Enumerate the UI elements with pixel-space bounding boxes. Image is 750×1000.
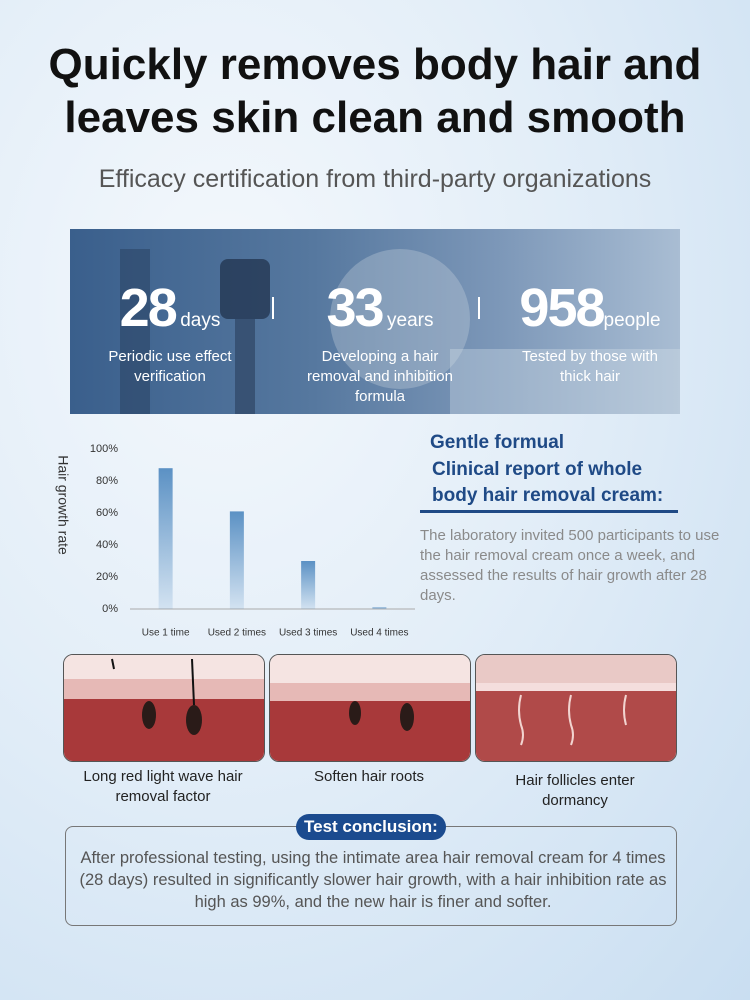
stat-label: Developing a hair removal and inhibition…	[307, 348, 453, 405]
lab-photo	[120, 249, 680, 414]
report-heading: Gentle formual	[430, 432, 565, 453]
skin-illustration	[269, 654, 471, 762]
stats-panel: 28 days Periodic use effect verification …	[70, 229, 680, 414]
stat-unit: years	[387, 310, 434, 331]
report-heading: Clinical report of whole body hair remov…	[432, 459, 664, 506]
skin-art	[270, 655, 470, 761]
x-tick-label: Used 2 times	[208, 628, 266, 639]
skin-art	[476, 655, 676, 761]
bar	[229, 511, 244, 609]
x-tick-label: Use 1 time	[142, 628, 190, 639]
y-tick-label: 100%	[90, 443, 118, 455]
y-tick-label: 20%	[96, 571, 118, 583]
bar	[158, 468, 173, 609]
divider	[420, 510, 678, 513]
stat-number: 33	[326, 278, 385, 338]
y-tick-label: 0%	[102, 603, 118, 615]
step-label: Long red light wave hair removal factor	[83, 768, 243, 805]
skin-illustration	[475, 654, 677, 762]
subtitle: Efficacy certification from third-party …	[98, 165, 652, 193]
skin-art	[64, 655, 264, 761]
skin-illustration	[63, 654, 265, 762]
y-axis-label: Hair growth rate	[55, 455, 71, 555]
conclusion-badge: Test conclusion:	[296, 814, 446, 840]
bar	[301, 561, 316, 609]
y-tick-label: 40%	[96, 539, 118, 551]
conclusion-text: After professional testing, using the in…	[79, 849, 667, 911]
stat-unit: people	[603, 310, 661, 331]
stat-number: 28	[119, 278, 178, 338]
step-label: Hair follicles enter dormancy	[515, 772, 635, 809]
stat-unit: days	[180, 310, 221, 331]
report-body: The laboratory invited 500 participants …	[420, 527, 720, 604]
stat-label: Periodic use effect verification	[108, 348, 232, 385]
title: Quickly removes body hair and leaves ski…	[48, 40, 702, 142]
y-tick-label: 60%	[96, 507, 118, 519]
bar	[372, 607, 387, 609]
y-tick-label: 80%	[96, 475, 118, 487]
stat-number: 958	[519, 278, 605, 338]
stat-label: Tested by those with thick hair	[522, 348, 658, 385]
step-label: Soften hair roots	[313, 768, 425, 785]
x-tick-label: Used 4 times	[350, 628, 408, 639]
x-tick-label: Used 3 times	[279, 628, 337, 639]
chart: Hair growth rate 0% 20% 40% 60% 80% 100% Use 1…	[55, 443, 415, 639]
